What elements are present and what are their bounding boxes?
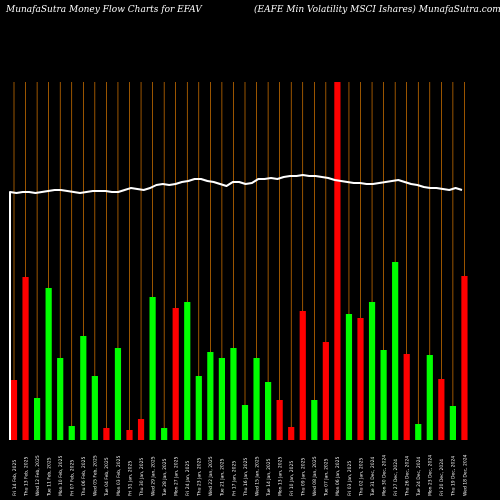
x-tick-label: Tue 04 Feb, 2025 <box>104 457 110 497</box>
x-tick-label: Tue 31 Dec, 2024 <box>370 457 376 497</box>
money-flow-bar <box>126 430 133 440</box>
money-flow-bar <box>80 336 87 440</box>
money-flow-bar <box>368 302 376 440</box>
x-tick-label: Fri 03 Jan, 2025 <box>347 461 353 496</box>
x-tick-label: Wed 18 Dec, 2024 <box>462 454 468 496</box>
money-flow-bar <box>265 382 272 440</box>
x-tick-label: Thu 06 Feb, 2025 <box>81 457 87 497</box>
money-flow-bar <box>276 400 283 440</box>
x-tick-label: Tue 24 Dec, 2024 <box>416 457 422 497</box>
x-tick-label: Wed 08 Jan, 2025 <box>312 456 318 496</box>
x-tick-label: Mon 10 Feb, 2025 <box>58 456 64 496</box>
x-tick-label: Tue 11 Feb, 2025 <box>46 457 52 497</box>
money-flow-bar <box>34 398 41 440</box>
x-tick-label: Thu 13 Feb, 2025 <box>23 457 29 497</box>
money-flow-bar <box>357 318 364 440</box>
money-flow-bar <box>426 355 433 440</box>
x-tick-label: Tue 14 Jan, 2025 <box>266 458 272 497</box>
money-flow-bar <box>137 419 145 440</box>
x-tick-label: Thu 02 Jan, 2025 <box>358 458 364 497</box>
x-tick-label: Fri 07 Feb, 2025 <box>70 460 76 496</box>
x-tick-label: Mon 27 Jan, 2025 <box>174 457 180 496</box>
x-tick-label: Tue 28 Jan, 2025 <box>162 458 168 497</box>
x-tick-label: Mon 03 Feb, 2025 <box>116 456 122 496</box>
x-tick-label: Thu 23 Jan, 2025 <box>197 458 203 497</box>
money-flow-bar <box>184 302 191 440</box>
x-tick-label: Mon 06 Jan, 2025 <box>335 457 341 496</box>
x-tick-label: Wed 05 Feb, 2025 <box>93 455 99 496</box>
money-flow-bars <box>10 82 468 440</box>
x-tick-label: Tue 07 Jan, 2025 <box>324 458 330 497</box>
money-flow-bar <box>311 400 318 440</box>
money-flow-bar <box>22 277 29 440</box>
x-tick-label: Thu 09 Jan, 2025 <box>301 458 307 497</box>
money-flow-bar <box>161 428 168 440</box>
x-tick-label: Fri 14 Feb, 2025 <box>12 460 18 496</box>
money-flow-bar <box>45 288 52 440</box>
price-line <box>9 174 463 440</box>
money-flow-bar <box>322 342 329 440</box>
money-flow-bar <box>195 376 202 440</box>
money-flow-bar <box>334 82 341 440</box>
x-tick-label: Wed 15 Jan, 2025 <box>254 456 260 496</box>
money-flow-bar <box>68 426 75 440</box>
x-tick-label: Wed 22 Jan, 2025 <box>208 456 214 496</box>
money-flow-bar <box>218 358 225 440</box>
x-tick-label: Fri 24 Jan, 2025 <box>185 461 191 496</box>
money-flow-bar <box>345 314 353 440</box>
x-tick-label: Fri 17 Jan, 2025 <box>231 461 237 496</box>
money-flow-bar <box>57 358 64 440</box>
money-flow-bar <box>91 376 98 440</box>
money-flow-bar <box>288 427 295 440</box>
x-tick-label: Wed 12 Feb, 2025 <box>35 455 41 496</box>
x-tick-label: Fri 20 Dec, 2024 <box>439 459 445 496</box>
x-tick-label: Thu 30 Jan, 2025 <box>139 458 145 497</box>
money-flow-bar <box>438 379 445 440</box>
x-tick-label: Mon 30 Dec, 2024 <box>381 455 387 496</box>
money-flow-bar <box>449 406 456 440</box>
x-tick-label: Fri 10 Jan, 2025 <box>289 461 295 496</box>
money-flow-bar <box>207 352 214 440</box>
x-tick-label: Mon 13 Jan, 2025 <box>277 457 283 496</box>
x-tick-label: Thu 19 Dec, 2024 <box>451 456 457 497</box>
money-flow-bar <box>461 276 468 440</box>
money-flow-bar <box>230 348 237 440</box>
money-flow-bar <box>10 380 18 440</box>
x-tick-label: Mon 23 Dec, 2024 <box>428 455 434 496</box>
x-axis-labels: Fri 14 Feb, 2025 Thu 13 Feb, 2025 Wed 12 F… <box>12 454 468 497</box>
money-flow-bar <box>103 428 110 440</box>
x-tick-label: Tue 21 Jan, 2025 <box>220 458 226 497</box>
x-tick-label: Thu 16 Jan, 2025 <box>243 458 249 497</box>
x-tick-label: Thu 26 Dec, 2024 <box>405 456 411 497</box>
money-flow-bar <box>253 358 260 440</box>
money-flow-bar <box>415 424 422 440</box>
money-flow-bar <box>114 348 122 440</box>
money-flow-bar <box>380 350 387 440</box>
x-tick-label: Wed 29 Jan, 2025 <box>150 456 156 496</box>
chart-title: MunafaSutra Money Flow Charts for EFAV <box>6 5 202 15</box>
x-tick-label: Fri 27 Dec, 2024 <box>393 459 399 496</box>
price-line-group <box>9 174 463 440</box>
chart-subtitle: (EAFE Min Volatility MSCI Ishares) Munaf… <box>254 5 500 15</box>
money-flow-bar <box>299 311 306 440</box>
money-flow-bar <box>241 405 249 440</box>
x-tick-label: Fri 31 Jan, 2025 <box>127 461 133 496</box>
money-flow-bar <box>392 262 399 440</box>
money-flow-bar <box>149 297 156 440</box>
money-flow-bar <box>172 308 179 440</box>
money-flow-bar <box>403 354 410 440</box>
